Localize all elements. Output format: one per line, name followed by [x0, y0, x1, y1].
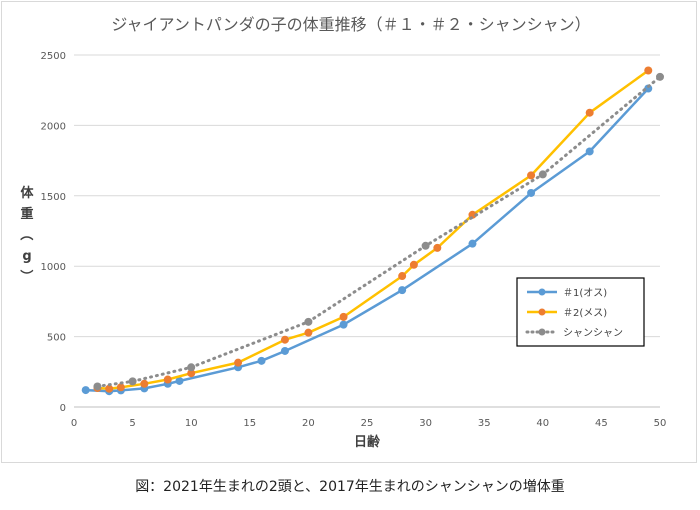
data-point — [163, 375, 172, 384]
data-point — [304, 328, 313, 337]
legend-item: シャンシャン — [525, 328, 623, 339]
legend-label: シャンシャン — [563, 328, 623, 339]
y-tick-label: 1500 — [41, 192, 66, 203]
data-point — [656, 72, 664, 81]
legend-label: ＃2(メス) — [563, 307, 607, 319]
legend: ＃1(オス) ＃2(メス) シャンシャン — [516, 277, 645, 347]
x-tick-label: 50 — [654, 418, 667, 429]
data-point — [409, 260, 418, 269]
data-point — [339, 320, 348, 329]
chart-title: ジャイアントパンダの子の体重推移（＃１・＃２・シャンシャン） — [111, 15, 590, 34]
series-3 — [93, 72, 664, 391]
data-point — [304, 317, 313, 326]
series-2 — [93, 66, 653, 393]
data-point — [116, 383, 125, 392]
chart-frame: ジャイアントパンダの子の体重推移（＃１・＃２・シャンシャン） 0 500 1000 1… — [1, 1, 697, 463]
y-tick-label: 500 — [47, 333, 66, 344]
x-tick-label: 5 — [129, 418, 135, 429]
legend-swatch-marker — [538, 308, 546, 316]
data-point — [398, 286, 407, 295]
data-point — [585, 108, 594, 117]
data-point — [257, 356, 266, 365]
data-point — [128, 377, 137, 386]
data-point — [187, 363, 196, 372]
legend-item: ＃2(メス) — [527, 307, 607, 319]
x-tick-label: 10 — [185, 418, 198, 429]
y-axis-label-char: g — [22, 249, 31, 264]
y-tick-label: 0 — [60, 403, 66, 414]
data-point — [93, 382, 102, 391]
data-point — [81, 386, 90, 395]
data-point — [585, 147, 594, 156]
x-tick-label: 20 — [302, 418, 315, 429]
data-point — [538, 170, 547, 179]
y-axis-label-char: （ — [18, 227, 34, 240]
data-point — [175, 376, 184, 385]
y-tick-label: 2000 — [41, 121, 66, 132]
data-point — [339, 312, 348, 321]
y-tick-label: 1000 — [41, 262, 66, 273]
data-point — [433, 243, 442, 252]
data-point — [644, 66, 653, 75]
y-axis-label-char: 重 — [20, 206, 33, 222]
data-point — [140, 379, 149, 388]
y-axis-label-char: 体 — [20, 185, 34, 201]
legend-swatch-marker — [538, 288, 546, 296]
legend-label: ＃1(オス) — [563, 287, 607, 299]
y-axis-label-char: ） — [18, 269, 34, 282]
data-point — [280, 335, 289, 344]
legend-swatch-marker — [538, 328, 546, 336]
x-tick-label: 35 — [478, 418, 491, 429]
y-tick-label: 2500 — [41, 51, 66, 62]
figure-caption: 図：2021年生まれの2頭と、2017年生まれのシャンシャンの増体重 — [135, 479, 565, 495]
data-point — [421, 241, 430, 250]
data-point — [398, 272, 407, 281]
series-1 — [81, 84, 653, 396]
x-axis-label: 日齢 — [354, 434, 381, 450]
x-tick-label: 25 — [361, 418, 374, 429]
legend-item: ＃1(オス) — [527, 287, 607, 299]
data-point — [234, 358, 243, 367]
data-point — [468, 239, 477, 248]
data-point — [527, 188, 536, 197]
data-point — [280, 346, 289, 355]
x-tick-label: 30 — [419, 418, 432, 429]
data-point — [527, 171, 536, 180]
data-point — [187, 369, 196, 378]
x-tick-label: 40 — [536, 418, 549, 429]
data-point — [105, 384, 114, 393]
chart-svg: ジャイアントパンダの子の体重推移（＃１・＃２・シャンシャン） 050010001… — [18, 15, 667, 450]
x-tick-label: 45 — [595, 418, 608, 429]
x-tick-label: 15 — [243, 418, 256, 429]
x-tick-label: 0 — [71, 418, 77, 429]
